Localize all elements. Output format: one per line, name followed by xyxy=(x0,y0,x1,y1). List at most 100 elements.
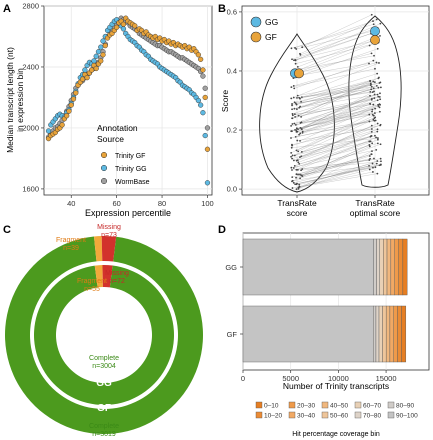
panel-b-point xyxy=(375,84,378,87)
panel-b-pair-line xyxy=(299,78,379,99)
panel-b-point xyxy=(291,179,294,182)
panel-b-point xyxy=(290,137,292,139)
panel-b-point xyxy=(291,112,294,115)
panel-d-letter: D xyxy=(218,224,226,236)
panel-b-point xyxy=(291,117,293,120)
panel-d-legend-label: 40–50 xyxy=(330,403,348,410)
panel-b-point xyxy=(376,172,379,175)
panel-b-y-tick-label: 0.2 xyxy=(227,126,237,135)
panel-d-bar-gf-bin-6 xyxy=(378,305,383,363)
panel-a-legend-gf: Trinity GF xyxy=(115,153,145,160)
panel-b-point xyxy=(291,58,293,61)
panel-b-pair-line xyxy=(298,136,371,163)
panel-b-point xyxy=(296,65,299,68)
panel-b-point xyxy=(297,173,299,176)
panel-b-pair-line xyxy=(293,62,377,87)
panel-b-point xyxy=(298,185,301,188)
panel-a-point-trinity-gf xyxy=(89,67,95,73)
panel-d-x-tick-label: 5000 xyxy=(282,374,299,383)
panel-b-point xyxy=(371,113,374,116)
panel-b-pair-line xyxy=(298,150,373,190)
panel-b-point xyxy=(373,54,375,57)
panel-b-point xyxy=(300,121,303,124)
panel-a-point-trinity-gg xyxy=(100,38,106,44)
panel-a-point-trinity-gg xyxy=(45,128,52,134)
panel-a-point-trinity-gg xyxy=(198,102,204,108)
panel-b-x-label-1-line1: TransRate xyxy=(277,198,317,208)
panel-a-legend-gg: Trinity GG xyxy=(115,166,147,173)
panel-b-point xyxy=(295,127,298,130)
panel-b-point xyxy=(371,91,374,94)
panel-a-y-axis-label-line1: Median transcript length (nt) xyxy=(5,47,15,153)
panel-b-x-label-2-line2: optimal score xyxy=(350,208,401,218)
panel-b-pair-line xyxy=(301,100,378,123)
panel-b-point xyxy=(379,34,381,37)
panel-b-point xyxy=(370,88,373,91)
panel-b-pair-line xyxy=(299,173,378,188)
panel-a-point-trinity-gf xyxy=(200,67,206,73)
panel-b-point xyxy=(376,130,379,133)
panel-b-point xyxy=(378,164,381,167)
panel-d-legend-swatch xyxy=(387,401,395,409)
panel-a-point-trinity-gf xyxy=(132,23,138,29)
panel-d-bar-gf-bin-9 xyxy=(242,305,374,363)
panel-d-legend-swatch xyxy=(288,411,296,419)
panel-d-bar-gf-bin-4 xyxy=(385,305,391,363)
panel-a-legend-swatch-gg xyxy=(100,164,108,172)
panel-b-pair-line xyxy=(292,63,370,77)
panel-a-point-trinity-gf xyxy=(120,21,127,27)
panel-b-pair-line xyxy=(299,104,381,142)
panel-a-point-trinity-gf xyxy=(114,24,120,30)
panel-a-point-wormbase xyxy=(204,125,211,131)
panel-b-point xyxy=(300,151,303,153)
panel-a-letter: A xyxy=(3,3,11,15)
panel-b-point xyxy=(372,80,375,83)
panel-b-point xyxy=(372,23,375,26)
panel-b-point xyxy=(376,142,379,145)
panel-a-point-trinity-gf xyxy=(66,108,72,114)
panel-d-legend-swatch xyxy=(321,401,329,409)
panel-a-point-trinity-gg xyxy=(98,44,104,50)
panel-b-point xyxy=(296,130,299,133)
panel-b-pair-line xyxy=(293,62,380,98)
panel-b-pair-line xyxy=(298,115,374,152)
panel-b-point xyxy=(372,87,375,90)
panel-c-slice-gg-complete xyxy=(34,265,175,405)
panel-b-point xyxy=(378,96,381,98)
panel-b-point xyxy=(370,52,373,55)
panel-b-point xyxy=(294,58,297,61)
panel-b-pair-line xyxy=(292,96,379,116)
panel-a-x-tick-label: 40 xyxy=(67,199,75,208)
panel-b-pair-line xyxy=(296,167,376,184)
panel-a-y-tick-label: 2800 xyxy=(22,2,39,11)
panel-a-point-trinity-gg xyxy=(195,97,202,104)
panel-b-point xyxy=(296,159,299,162)
panel-b-pair-line xyxy=(294,20,374,49)
panel-b-point xyxy=(295,176,297,179)
panel-d-legend-swatch xyxy=(255,411,263,419)
panel-c-slice-gf-fragment xyxy=(93,236,103,262)
panel-b-pair-line xyxy=(300,155,370,179)
panel-b-point xyxy=(373,117,376,120)
panel-c-missing-inner-n: n=72 xyxy=(109,278,125,285)
panel-d-legend-label: 70–80 xyxy=(363,413,381,420)
panel-b-point xyxy=(291,157,294,160)
panel-b-point xyxy=(298,96,301,99)
panel-b-point xyxy=(291,104,293,107)
panel-b-point xyxy=(376,99,379,102)
panel-c-complete-inner-n: n=3004 xyxy=(92,363,116,370)
panel-d-bar-gg-bin-0 xyxy=(402,238,408,296)
panel-b-y-axis-label: Score xyxy=(220,90,230,112)
panel-b-pair-line xyxy=(291,68,376,88)
panel-b-legend-swatch-gg xyxy=(250,16,262,28)
panel-a-point-trinity-gf xyxy=(79,76,86,82)
panel-b-point xyxy=(375,148,378,151)
panel-b-point xyxy=(291,176,294,179)
panel-b-point xyxy=(375,18,378,21)
panel-b-pair-line xyxy=(291,89,372,99)
panel-a-legend-wb: WormBase xyxy=(115,179,150,186)
panel-b-point xyxy=(299,53,302,56)
panel-b-point xyxy=(368,168,371,171)
panel-d-y-tick-label: GG xyxy=(225,263,237,272)
panel-b-point xyxy=(296,182,298,185)
